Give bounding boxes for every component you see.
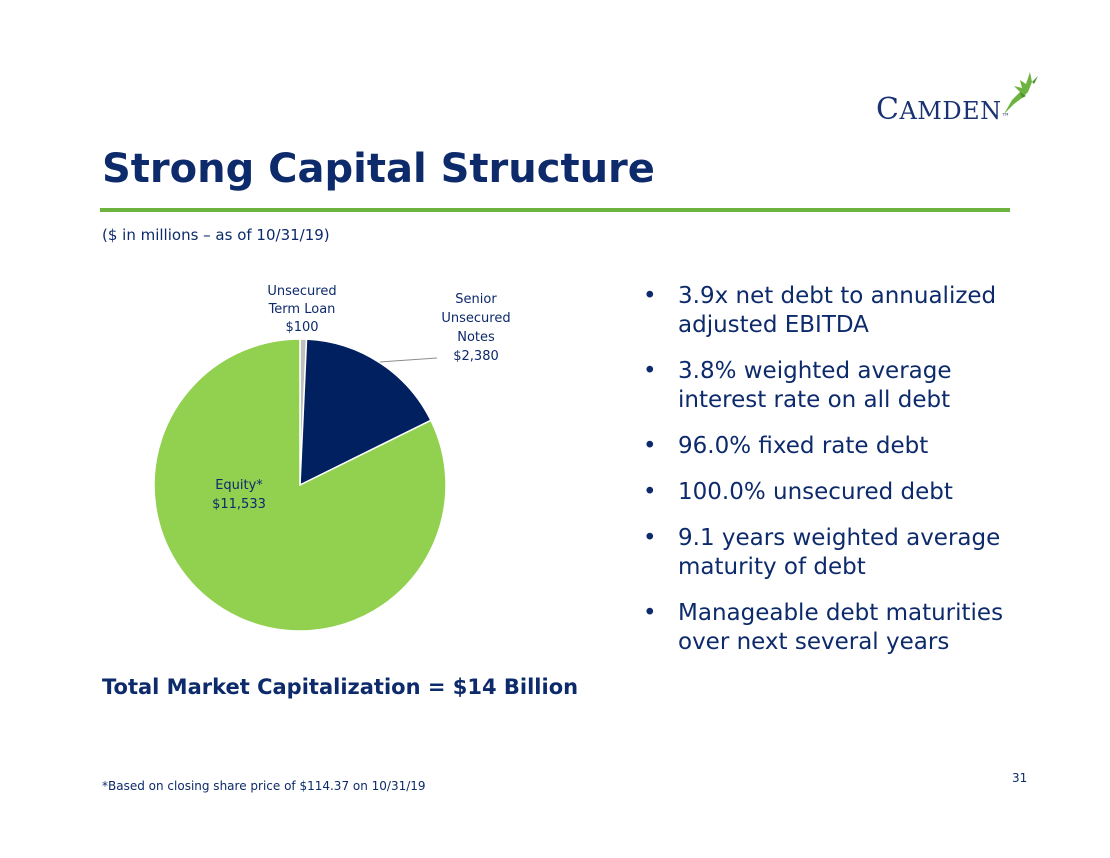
bullet-dot: •: [643, 358, 657, 384]
footnote: *Based on closing share price of $114.37…: [102, 779, 426, 793]
label-senior-notes: Senior Unsecured Notes $2,380: [441, 292, 510, 364]
bullet-dot: •: [643, 433, 657, 459]
pie-label-line: Notes: [457, 330, 495, 345]
hummingbird-icon: [1004, 72, 1038, 114]
pie-label-line: Senior: [455, 292, 497, 307]
title-divider: [100, 208, 1010, 212]
page-number: 31: [1012, 771, 1028, 785]
pie-label-line: $100: [285, 320, 318, 335]
bullet-dot: •: [643, 479, 657, 505]
bullet-dot: •: [643, 283, 657, 309]
pie-label-line: $2,380: [453, 349, 499, 364]
bullet-item: • 96.0% fixed rate debt: [640, 432, 1010, 461]
bullet-text: 100.0% unsecured debt: [678, 479, 953, 505]
pie-label-line: Equity*: [215, 478, 263, 493]
pie-slice-senior-notes: [299, 338, 432, 487]
bullet-text: Manageable debt maturities over next sev…: [678, 600, 1004, 655]
bullet-text: 3.8% weighted average interest rate on a…: [678, 358, 952, 413]
slide-title: Strong Capital Structure: [102, 146, 655, 192]
notes-leader-line: [379, 357, 438, 363]
bullet-dot: •: [643, 600, 657, 626]
key-metrics-list: • 3.9x net debt to annualized adjusted EB…: [640, 282, 1010, 674]
logo-wordmark: CAMDEN™: [876, 92, 1011, 127]
pie-label-line: Unsecured: [267, 284, 336, 299]
total-market-cap: Total Market Capitalization = $14 Billio…: [102, 675, 579, 699]
bullet-item: • 9.1 years weighted average maturity of …: [640, 524, 1010, 582]
bullet-text: 96.0% fixed rate debt: [678, 433, 929, 459]
bullet-text: 3.9x net debt to annualized adjusted EBI…: [678, 283, 997, 338]
label-term-loan: Unsecured Term Loan $100: [267, 284, 336, 335]
label-equity: Equity* $11,533: [212, 478, 266, 512]
bullet-item: • 3.9x net debt to annualized adjusted EB…: [640, 282, 1010, 340]
pie-label-line: Unsecured: [441, 311, 510, 326]
bullet-item: • 100.0% unsecured debt: [640, 478, 1010, 507]
slide-subtitle: ($ in millions – as of 10/31/19): [102, 226, 330, 244]
pie-label-line: $11,533: [212, 497, 266, 512]
bullet-item: • 3.8% weighted average interest rate on …: [640, 357, 1010, 415]
pie-slice-equity: [153, 338, 447, 632]
camden-logo: CAMDEN™: [872, 70, 1038, 130]
bullet-text: 9.1 years weighted average maturity of d…: [678, 525, 1001, 580]
bullet-dot: •: [643, 525, 657, 551]
bullet-item: • Manageable debt maturities over next se…: [640, 599, 1010, 657]
pie-label-line: Term Loan: [268, 302, 336, 317]
